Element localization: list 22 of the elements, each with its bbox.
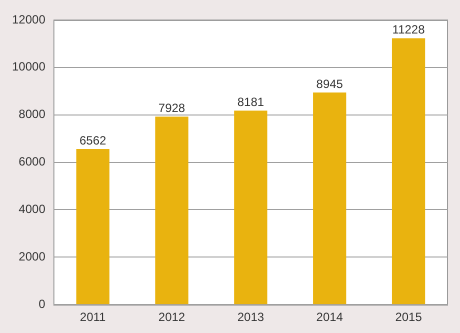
y-tick-label: 2000 [18,249,46,264]
y-tick-label: 6000 [18,154,46,169]
y-tick-label: 12000 [12,12,46,26]
x-tick-label: 2014 [316,310,344,324]
data-label: 11228 [392,22,426,37]
x-tick-label: 2011 [80,310,106,324]
x-tick-label: 2013 [237,310,264,324]
bar [76,148,110,304]
x-tick-label: 2015 [395,310,422,324]
y-tick-label: 4000 [18,202,46,216]
y-tick-label: 8000 [18,107,46,122]
bar [313,92,346,304]
bar [392,38,426,304]
y-tick-label: 10000 [12,60,46,74]
bar [234,110,268,304]
data-label: 8181 [237,94,264,109]
data-label: 8945 [316,76,344,91]
data-label: 7928 [158,100,186,115]
bar [155,116,188,304]
y-tick-label: 0 [38,296,46,311]
data-label: 6562 [79,133,106,148]
x-tick-label: 2012 [158,310,186,324]
